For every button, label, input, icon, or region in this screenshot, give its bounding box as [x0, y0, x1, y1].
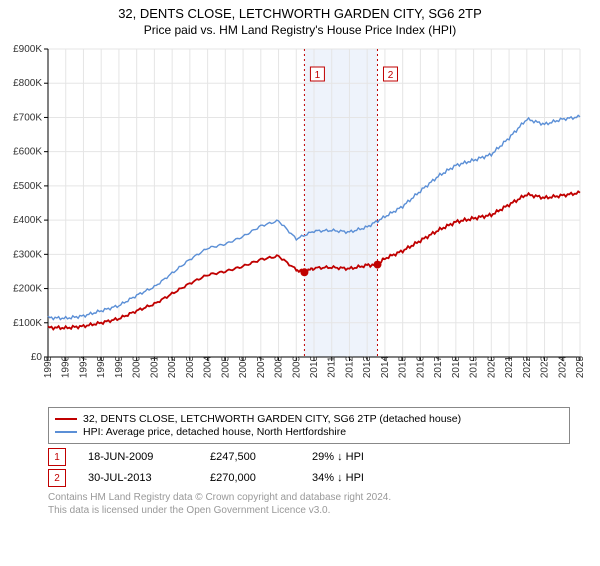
svg-text:£0: £0 — [31, 352, 43, 363]
svg-text:2022: 2022 — [522, 355, 533, 378]
event-date: 30-JUL-2013 — [88, 472, 188, 484]
svg-text:1998: 1998 — [96, 355, 107, 378]
event-price: £247,500 — [210, 451, 290, 463]
svg-text:2020: 2020 — [486, 355, 497, 378]
event-badge: 1 — [48, 448, 66, 466]
svg-text:2: 2 — [388, 70, 394, 81]
svg-text:2019: 2019 — [469, 355, 480, 378]
event-delta: 29% ↓ HPI — [312, 451, 412, 463]
legend-label: HPI: Average price, detached house, Nort… — [83, 426, 346, 438]
event-row: 1 18-JUN-2009 £247,500 29% ↓ HPI — [48, 448, 570, 466]
svg-text:2014: 2014 — [380, 355, 391, 378]
svg-text:£600K: £600K — [13, 147, 42, 158]
legend: 32, DENTS CLOSE, LETCHWORTH GARDEN CITY,… — [48, 407, 570, 444]
price-chart: £0 £100K £200K £300K £400K £500K £600K £700K £80… — [0, 41, 600, 401]
chart-svg: £0 £100K £200K £300K £400K £500K £600K £700K £80… — [0, 41, 600, 401]
svg-text:£100K: £100K — [13, 318, 42, 329]
svg-text:2006: 2006 — [238, 355, 249, 378]
legend-label: 32, DENTS CLOSE, LETCHWORTH GARDEN CITY,… — [83, 413, 461, 425]
svg-text:2024: 2024 — [557, 355, 568, 378]
svg-text:£500K: £500K — [13, 181, 42, 192]
page-subtitle: Price paid vs. HM Land Registry's House … — [0, 23, 600, 37]
svg-text:1997: 1997 — [78, 355, 89, 378]
svg-text:2013: 2013 — [362, 355, 373, 378]
svg-text:1: 1 — [315, 70, 321, 81]
svg-text:£300K: £300K — [13, 249, 42, 260]
svg-text:2023: 2023 — [540, 355, 551, 378]
svg-text:2003: 2003 — [185, 355, 196, 378]
svg-text:£400K: £400K — [13, 215, 42, 226]
svg-text:2009: 2009 — [291, 355, 302, 378]
svg-text:2007: 2007 — [256, 355, 267, 378]
svg-text:2002: 2002 — [167, 355, 178, 378]
svg-text:2018: 2018 — [451, 355, 462, 378]
legend-swatch — [55, 418, 77, 420]
svg-text:2011: 2011 — [327, 356, 338, 378]
legend-swatch — [55, 431, 77, 433]
svg-text:2010: 2010 — [309, 355, 320, 378]
event-list: 1 18-JUN-2009 £247,500 29% ↓ HPI 2 30-JUL-201… — [48, 448, 570, 487]
svg-text:2016: 2016 — [415, 355, 426, 378]
footnote: Contains HM Land Registry data © Crown c… — [48, 491, 570, 517]
svg-text:2005: 2005 — [220, 355, 231, 378]
svg-text:2012: 2012 — [344, 355, 355, 378]
svg-text:2008: 2008 — [274, 355, 285, 378]
svg-text:2015: 2015 — [398, 355, 409, 378]
event-date: 18-JUN-2009 — [88, 451, 188, 463]
svg-text:2001: 2001 — [149, 355, 160, 378]
svg-text:2000: 2000 — [132, 355, 143, 378]
svg-text:2004: 2004 — [203, 355, 214, 378]
event-delta: 34% ↓ HPI — [312, 472, 412, 484]
svg-text:2021: 2021 — [504, 355, 515, 378]
page-title: 32, DENTS CLOSE, LETCHWORTH GARDEN CITY,… — [0, 6, 600, 21]
svg-text:2017: 2017 — [433, 355, 444, 378]
svg-text:£800K: £800K — [13, 78, 42, 89]
footnote-line: This data is licensed under the Open Gov… — [48, 504, 570, 517]
event-badge: 2 — [48, 469, 66, 487]
svg-text:£700K: £700K — [13, 112, 42, 123]
svg-text:£900K: £900K — [13, 44, 42, 55]
svg-text:1996: 1996 — [61, 355, 72, 378]
svg-text:2025: 2025 — [575, 355, 586, 378]
svg-text:1995: 1995 — [43, 355, 54, 378]
legend-item: HPI: Average price, detached house, Nort… — [55, 426, 563, 438]
svg-text:£200K: £200K — [13, 284, 42, 295]
svg-text:1999: 1999 — [114, 355, 125, 378]
event-row: 2 30-JUL-2013 £270,000 34% ↓ HPI — [48, 469, 570, 487]
legend-item: 32, DENTS CLOSE, LETCHWORTH GARDEN CITY,… — [55, 413, 563, 425]
footnote-line: Contains HM Land Registry data © Crown c… — [48, 491, 570, 504]
event-price: £270,000 — [210, 472, 290, 484]
